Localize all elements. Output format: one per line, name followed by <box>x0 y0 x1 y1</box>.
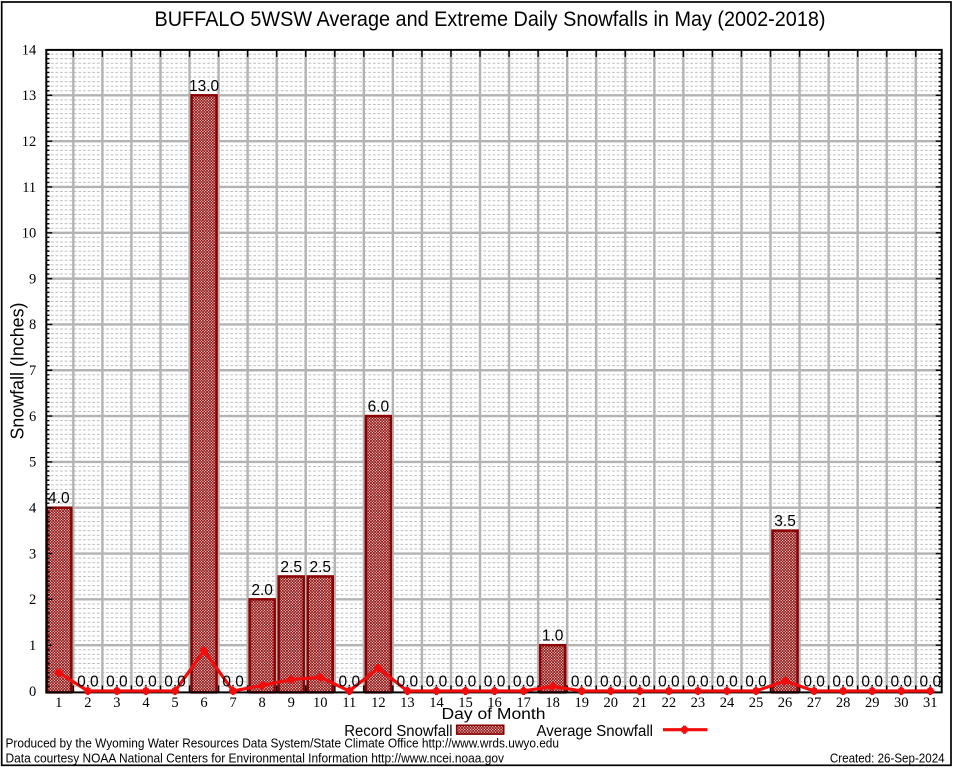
svg-text:31: 31 <box>923 695 938 711</box>
svg-text:2.5: 2.5 <box>280 559 302 576</box>
svg-text:28: 28 <box>836 695 851 711</box>
svg-text:13.0: 13.0 <box>189 78 220 95</box>
svg-text:6: 6 <box>200 695 207 711</box>
svg-text:Created: 26-Sep-2024: Created: 26-Sep-2024 <box>830 750 945 765</box>
svg-text:0.0: 0.0 <box>832 674 854 691</box>
svg-text:0.0: 0.0 <box>106 674 128 691</box>
svg-text:4.0: 4.0 <box>48 490 70 507</box>
svg-text:10: 10 <box>313 695 328 711</box>
svg-text:0.0: 0.0 <box>890 674 912 691</box>
svg-text:1: 1 <box>29 638 36 654</box>
svg-text:0.0: 0.0 <box>484 674 506 691</box>
svg-text:11: 11 <box>22 180 36 196</box>
svg-text:0.0: 0.0 <box>716 674 738 691</box>
svg-text:0.0: 0.0 <box>658 674 680 691</box>
svg-text:0.0: 0.0 <box>803 674 825 691</box>
svg-text:0.0: 0.0 <box>397 674 419 691</box>
svg-text:0.0: 0.0 <box>455 674 477 691</box>
svg-text:3: 3 <box>113 695 120 711</box>
svg-text:2.5: 2.5 <box>309 559 331 576</box>
svg-text:23: 23 <box>691 695 706 711</box>
svg-text:2.0: 2.0 <box>251 582 273 599</box>
svg-text:0.0: 0.0 <box>920 674 942 691</box>
svg-text:0.0: 0.0 <box>629 674 651 691</box>
svg-text:14: 14 <box>429 695 444 711</box>
svg-text:Produced by the Wyoming Water: Produced by the Wyoming Water Resources … <box>6 735 560 750</box>
svg-text:Snowfall (Inches): Snowfall (Inches) <box>8 303 28 440</box>
svg-text:0.0: 0.0 <box>687 674 709 691</box>
svg-text:0.0: 0.0 <box>600 674 622 691</box>
svg-text:29: 29 <box>865 695 880 711</box>
svg-text:1.0: 1.0 <box>542 628 564 645</box>
svg-text:0.0: 0.0 <box>222 674 244 691</box>
svg-text:6.0: 6.0 <box>368 399 390 416</box>
svg-text:24: 24 <box>720 695 735 711</box>
svg-text:6: 6 <box>29 409 36 425</box>
svg-text:0: 0 <box>29 684 36 700</box>
svg-text:0.0: 0.0 <box>745 674 767 691</box>
svg-text:25: 25 <box>749 695 764 711</box>
svg-text:2: 2 <box>29 592 36 608</box>
svg-text:5: 5 <box>171 695 178 711</box>
svg-text:0.0: 0.0 <box>426 674 448 691</box>
svg-text:20: 20 <box>604 695 619 711</box>
svg-text:0.0: 0.0 <box>77 674 99 691</box>
svg-text:14: 14 <box>22 42 37 58</box>
svg-text:26: 26 <box>778 695 793 711</box>
svg-text:Average Snowfall: Average Snowfall <box>537 723 654 740</box>
svg-text:8: 8 <box>29 317 36 333</box>
svg-text:7: 7 <box>229 695 236 711</box>
svg-text:12: 12 <box>371 695 386 711</box>
svg-text:2: 2 <box>84 695 91 711</box>
svg-text:0.0: 0.0 <box>135 674 157 691</box>
svg-text:17: 17 <box>516 695 531 711</box>
svg-text:0.0: 0.0 <box>164 674 186 691</box>
svg-text:13: 13 <box>22 88 37 104</box>
svg-text:3.5: 3.5 <box>774 513 796 530</box>
svg-text:12: 12 <box>22 134 37 150</box>
svg-text:19: 19 <box>574 695 589 711</box>
svg-text:9: 9 <box>288 695 295 711</box>
svg-text:0.0: 0.0 <box>571 674 593 691</box>
svg-text:0.0: 0.0 <box>513 674 535 691</box>
svg-text:11: 11 <box>342 695 356 711</box>
svg-text:22: 22 <box>662 695 677 711</box>
svg-text:30: 30 <box>894 695 909 711</box>
svg-text:Record Snowfall: Record Snowfall <box>344 723 452 740</box>
svg-text:BUFFALO 5WSW Average and Extre: BUFFALO 5WSW Average and Extreme Daily S… <box>155 8 826 31</box>
svg-text:21: 21 <box>633 695 648 711</box>
svg-text:1: 1 <box>55 695 62 711</box>
svg-text:5: 5 <box>29 455 36 471</box>
svg-text:27: 27 <box>807 695 822 711</box>
svg-text:3: 3 <box>29 546 36 562</box>
svg-text:0.0: 0.0 <box>339 674 361 691</box>
svg-text:13: 13 <box>400 695 415 711</box>
svg-text:Data courtesy NOAA National Ce: Data courtesy NOAA National Centers for … <box>6 750 505 765</box>
svg-text:16: 16 <box>487 695 502 711</box>
svg-text:15: 15 <box>458 695 473 711</box>
svg-text:10: 10 <box>22 226 37 242</box>
svg-text:7: 7 <box>29 363 36 379</box>
svg-text:9: 9 <box>29 271 36 287</box>
svg-text:0.0: 0.0 <box>861 674 883 691</box>
svg-text:Day of Month: Day of Month <box>442 706 546 723</box>
svg-text:4: 4 <box>142 695 150 711</box>
svg-text:8: 8 <box>259 695 266 711</box>
svg-text:18: 18 <box>545 695 560 711</box>
svg-text:4: 4 <box>29 501 37 517</box>
